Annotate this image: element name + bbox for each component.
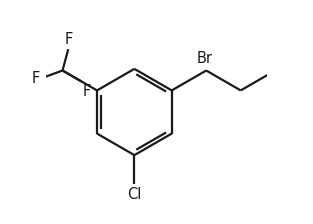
Text: F: F <box>31 71 39 86</box>
Text: F: F <box>83 84 91 99</box>
Text: Cl: Cl <box>127 187 141 202</box>
Text: Br: Br <box>197 51 213 66</box>
Text: F: F <box>64 32 72 47</box>
